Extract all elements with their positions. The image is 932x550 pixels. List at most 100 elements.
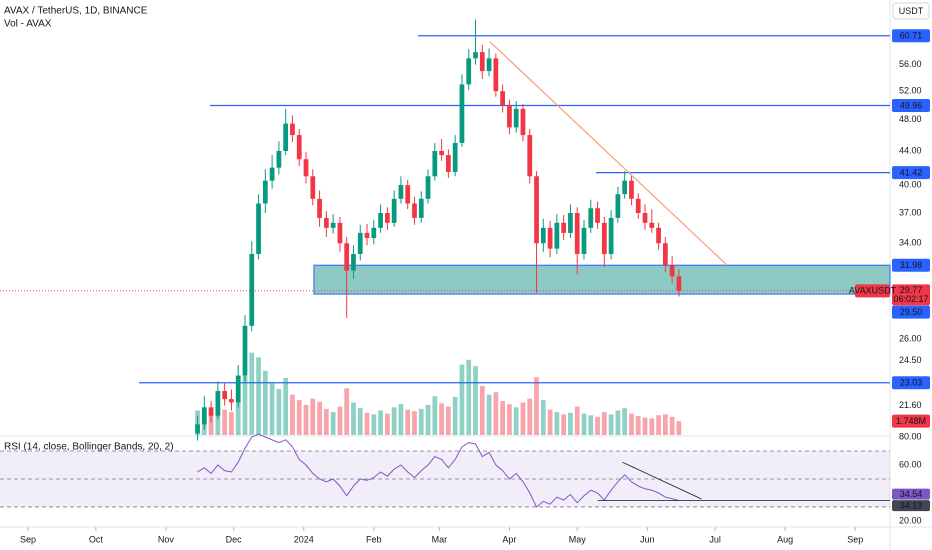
candle-body [262,180,268,204]
volume-bar [405,409,411,435]
candle-body [337,222,343,244]
candle-body [222,391,228,400]
candle-body [493,58,499,92]
candle-body [574,213,580,254]
volume-bar [330,412,336,435]
symbol-tag-label: AVAXUSDT [849,286,897,296]
rsi-ma-tag [892,500,930,512]
volume-bar [581,413,587,435]
volume-bar [466,359,472,435]
candle-body [669,264,675,277]
volume-bar [534,377,539,435]
candle-body [201,407,207,425]
candle-body [649,222,655,228]
y-tick-label: 26.00 [899,334,922,344]
volume-bar [283,378,289,435]
candle-body [473,52,478,59]
volume-bar [561,414,567,435]
rsi-trendline [622,461,702,500]
currency-button[interactable] [892,2,930,20]
volume-bar [656,415,661,435]
volume-bar [323,408,329,435]
x-tick-label: Apr [502,534,516,544]
y-tick-label: 52.00 [899,86,922,96]
volume-bar [676,421,682,435]
rsi-name: RSI (14, close, Bollinger Bands, 20, 2) [4,442,174,453]
volume-bar [615,410,621,435]
y-tick-label: 21.60 [899,400,922,410]
volume-bar [513,407,519,435]
rsi-tag [892,488,930,500]
volume-bar [249,352,255,435]
volume-bar [364,412,370,435]
countdown: 06:02:17 [893,294,928,304]
y-tick-label: 56.00 [899,59,922,69]
volume-bar [317,401,322,435]
volume-bar [398,404,404,435]
volume-bar [527,398,533,435]
candle-body [534,176,539,244]
volume-bar [507,404,512,435]
level-label: 23.03 [900,378,923,388]
candle-body [256,203,261,254]
volume-bar [669,416,675,435]
candle-body [588,208,594,228]
candle-body [635,198,641,214]
candle-body [215,391,221,416]
volume-bar [473,366,478,435]
candle-body [601,222,607,254]
candle-body [459,84,465,143]
y-tick-label: 37.00 [899,207,922,217]
y-tick-label: 24.50 [899,355,922,365]
candle-body [398,185,404,199]
volume-bar [215,404,221,435]
rsi-line [197,433,680,508]
x-tick-label: 2024 [294,534,314,544]
x-tick-label: May [569,534,587,544]
y-tick-label: 34.00 [899,238,922,248]
candle-body [676,276,682,291]
rsi-tag-label: 34.54 [900,489,923,499]
x-tick-label: Nov [158,534,175,544]
price-label: 29.77 [900,285,923,295]
candle-body [479,52,485,72]
candle-body [296,135,302,160]
volume-bar [256,357,261,435]
volume-bar [588,415,594,435]
volume-bar [337,406,343,435]
volume-bar [276,389,282,435]
volume-bar [520,402,526,435]
volume-bar [412,411,417,435]
trendline [489,41,728,266]
y-tick-label: 40.00 [899,179,922,189]
x-tick-label: Sep [847,534,863,544]
volume-bar [303,404,309,435]
volume-bar [649,418,655,435]
candle-body [547,227,553,249]
candle-body [303,159,309,177]
currency-label[interactable]: USDT [899,6,924,16]
candle-body [391,198,397,223]
volume-tag-label: 1.748M [896,416,926,426]
candle-body [384,213,390,223]
volume-bar [547,409,553,435]
volume-bar [391,407,397,435]
rsi-tick-label: 80.00 [899,431,922,441]
candle-body [351,253,356,271]
volume-bar [344,388,350,435]
x-tick-label: Aug [777,534,793,544]
volume-bar [554,412,560,435]
volume-bar [242,375,248,435]
level-label: 49.96 [900,100,923,110]
volume-bar [432,396,438,435]
volume-bar [296,400,302,435]
candle-body [242,325,248,376]
volume-bar [418,408,424,435]
volume-bar [208,412,214,435]
volume-bar [378,410,383,435]
zone-high-tag [892,258,930,272]
level-tag [892,99,930,113]
candle-body [615,194,621,218]
zone-high-label: 31.98 [900,260,923,270]
